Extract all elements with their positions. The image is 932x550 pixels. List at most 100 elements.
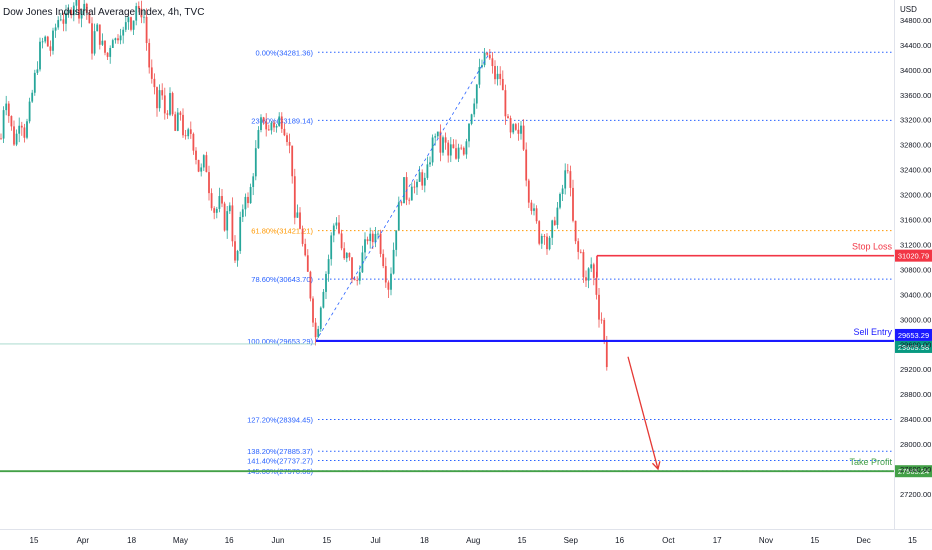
projection-arrow (627, 356, 661, 471)
price-tick-label: 32000.00 (900, 191, 931, 200)
candle-body (434, 136, 437, 138)
candle-body (384, 266, 387, 283)
candle-body (343, 248, 346, 259)
candle-body (85, 3, 88, 13)
candle-body (543, 235, 546, 237)
time-tick-label: May (173, 536, 188, 545)
time-tick-label: 15 (322, 536, 331, 545)
candle-body (158, 90, 161, 109)
candle-body (187, 129, 190, 137)
candle-body (231, 205, 234, 242)
candle-body (514, 124, 517, 130)
candle-body (197, 159, 200, 172)
candle-body (210, 193, 213, 209)
fib-level-label: 100.00%(29653.29) (247, 337, 313, 346)
candle-body (270, 122, 273, 131)
candle-body (556, 207, 559, 225)
candle-body (299, 212, 301, 229)
candle-body (150, 67, 153, 79)
candle-body (132, 20, 135, 30)
candle-body (135, 6, 138, 21)
fib-level-label: 141.40%(27737.27) (247, 456, 313, 465)
stop-loss-label: Stop Loss (852, 242, 893, 252)
candle-body (156, 87, 158, 109)
price-tick-label: 27200.00 (900, 490, 931, 499)
candle-body (83, 3, 86, 11)
candle-body (356, 280, 359, 281)
candle-body (423, 177, 426, 186)
candle-body (239, 217, 242, 251)
candle-body (520, 125, 522, 134)
candle-body (455, 148, 457, 159)
price-tick-label: 29200.00 (900, 365, 931, 374)
candle-body (249, 187, 252, 204)
price-tick-label: 34000.00 (900, 66, 931, 75)
candle-body (517, 129, 520, 134)
candle-body (5, 103, 8, 111)
candle-body (405, 177, 408, 200)
candle-body (564, 170, 567, 189)
candle-body (2, 110, 5, 139)
sell-entry-badge-text: 29653.29 (898, 331, 929, 340)
price-axis[interactable]: 27200.00 27600.00 28000.00 28400.00 28800.00… (900, 16, 931, 499)
candle-body (504, 90, 507, 117)
candle-body (122, 29, 125, 36)
candle-body (481, 65, 483, 68)
candle-body (44, 36, 47, 42)
candle-body (70, 10, 73, 16)
currency-label: USD (900, 5, 917, 14)
candle-body (348, 252, 351, 258)
price-tick-label: 31200.00 (900, 240, 931, 249)
candle-body (72, 5, 75, 16)
candle-body (418, 172, 421, 182)
candle-body (221, 196, 223, 204)
candle-body (57, 20, 60, 28)
price-tick-label: 30400.00 (900, 290, 931, 299)
candle-body (59, 19, 62, 21)
candle-body (106, 52, 109, 57)
candle-body (291, 145, 294, 177)
candle-body (62, 19, 65, 24)
candle-body (33, 72, 36, 93)
candle-body (153, 78, 156, 88)
candle-body (143, 16, 145, 18)
candle-body (65, 12, 67, 24)
candle-body (345, 252, 348, 259)
time-axis[interactable]: 15 Apr 18 May 16 Jun 15 Jul 18 Aug 15 Sep 16 Oct 17 Nov… (30, 536, 918, 545)
candle-body (540, 235, 543, 244)
candle-body (137, 6, 140, 9)
candle-body (577, 241, 580, 252)
stop-loss-badge (895, 249, 932, 262)
candle-body (465, 141, 468, 155)
candle-body (447, 142, 450, 156)
candle-body (533, 208, 535, 211)
candle-body (392, 249, 395, 274)
candle-body (205, 155, 208, 173)
candle-body (88, 12, 91, 24)
candle-body (538, 221, 541, 244)
candle-body (507, 116, 509, 119)
candle-body (304, 243, 307, 256)
candle-body (574, 220, 577, 242)
candle-body (93, 31, 96, 54)
candle-body (444, 137, 447, 143)
candle-body (52, 30, 54, 51)
candle-body (288, 141, 291, 146)
price-tick-label: 32800.00 (900, 141, 931, 150)
candle-body (374, 233, 377, 243)
candle-body (509, 118, 512, 133)
candle-body (483, 52, 486, 66)
candle-body (442, 137, 444, 153)
candle-body (109, 47, 112, 57)
fib-level-label: 0.00%(34281.36) (255, 48, 313, 57)
candle-body (195, 150, 197, 160)
candle-body (314, 322, 317, 338)
candle-body (28, 101, 31, 122)
candle-body (327, 259, 330, 274)
candle-body (226, 211, 229, 231)
price-tick-label: 30800.00 (900, 265, 931, 274)
candle-body (228, 205, 231, 212)
time-tick-label: 15 (30, 536, 39, 545)
candle-body (496, 73, 499, 80)
